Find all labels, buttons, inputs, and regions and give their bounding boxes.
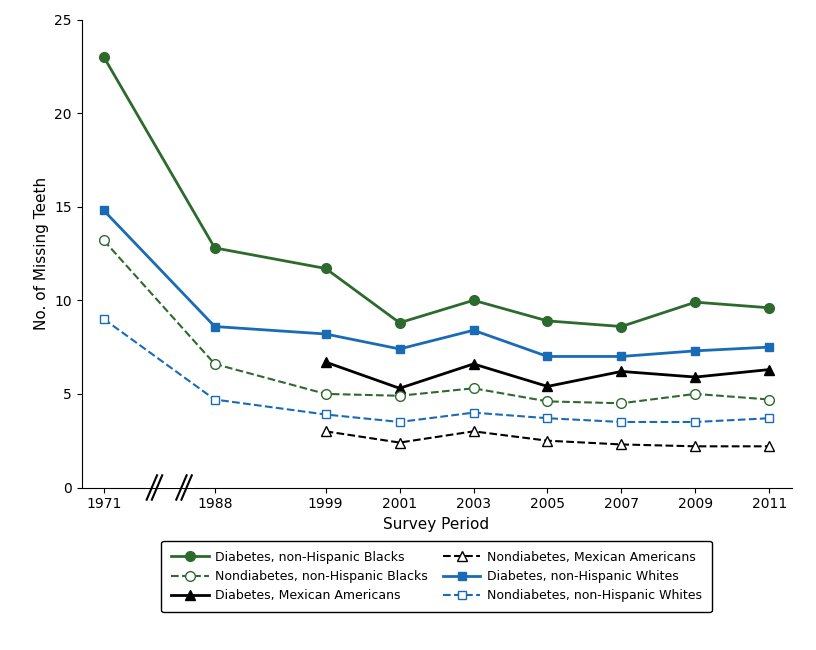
Legend: Diabetes, non-Hispanic Blacks, Nondiabetes, non-Hispanic Blacks, Diabetes, Mexic: Diabetes, non-Hispanic Blacks, Nondiabet… [162, 541, 712, 612]
Bar [147, 480, 193, 488]
X-axis label: Survey Period: Survey Period [384, 517, 490, 532]
Y-axis label: No. of Missing Teeth: No. of Missing Teeth [33, 177, 49, 330]
